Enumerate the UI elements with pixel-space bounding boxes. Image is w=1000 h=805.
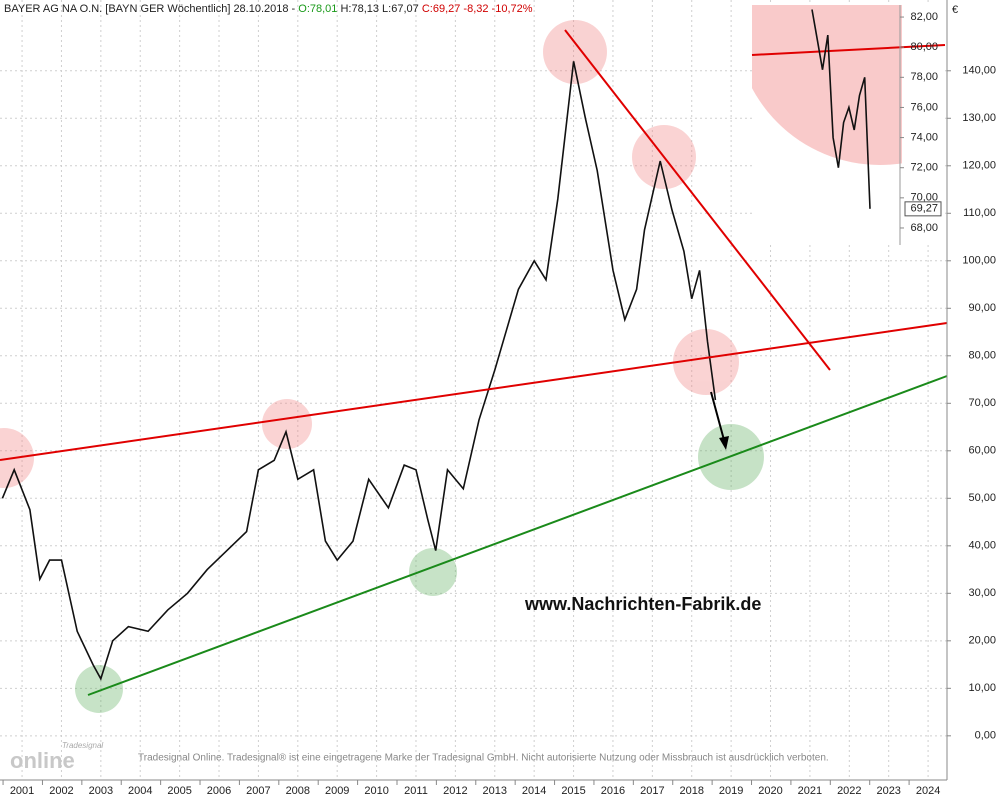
y-tick-label: 30,00: [968, 587, 996, 599]
y-tick-label: 40,00: [968, 540, 996, 552]
y-tick-label: 110,00: [963, 207, 996, 219]
trend-line: [564, 29, 831, 371]
title-part: H:78,13 L:67,07: [337, 3, 421, 15]
price-marker: [904, 201, 942, 217]
inset-y-tick-label: 80,00: [910, 41, 938, 53]
inset-circle: [752, 5, 902, 165]
main-plot: [1, 61, 717, 681]
x-tick-label: 2002: [49, 785, 73, 797]
circle: [409, 548, 457, 596]
x-tick-label: 2022: [837, 785, 861, 797]
inset-y-tick-label: 82,00: [910, 11, 938, 23]
circle: [543, 20, 607, 84]
x-tick-label: 2009: [325, 785, 349, 797]
x-tick-label: 2017: [640, 785, 664, 797]
x-tick-label: 2015: [561, 785, 585, 797]
x-tick-label: 2013: [483, 785, 507, 797]
x-tick-label: 2019: [719, 785, 743, 797]
y-tick-label: 10,00: [968, 682, 996, 694]
currency: €: [952, 4, 958, 16]
x-tick-label: 2010: [364, 785, 388, 797]
y-tick-label: 70,00: [968, 397, 996, 409]
arrow-head: [719, 436, 729, 450]
x-tick-label: 2012: [443, 785, 467, 797]
y-tick-label: 0,00: [975, 730, 996, 742]
inset-y-tick-label: 76,00: [910, 101, 938, 113]
y-tick-label: 100,00: [962, 255, 996, 267]
x-tick-label: 2007: [246, 785, 270, 797]
x-tick-label: 2016: [601, 785, 625, 797]
x-tick-label: 2024: [916, 785, 940, 797]
x-tick-label: 2004: [128, 785, 152, 797]
x-tick-label: 2014: [522, 785, 546, 797]
price-line: [1, 61, 717, 681]
x-tick-label: 2023: [876, 785, 900, 797]
trend-line: [751, 44, 946, 56]
axes: 0,00 10,00 20,00 30,00 40,00 50,00 60,00 70,00 8…: [2, 11, 996, 797]
y-tick-label: 20,00: [968, 635, 996, 647]
x-tick-label: 2005: [167, 785, 191, 797]
y-tick-label: 90,00: [968, 302, 996, 314]
x-tick-label: 2020: [758, 785, 782, 797]
trend-line: [87, 375, 948, 696]
y-tick-label: 120,00: [962, 160, 996, 172]
title-open: O:78,01: [298, 3, 337, 15]
circle: [75, 665, 123, 713]
x-tick-label: 2021: [798, 785, 822, 797]
inset-plot: [811, 9, 871, 209]
y-tick-label: 130,00: [962, 112, 996, 124]
watermark: www.Nachrichten-Fabrik.de: [524, 594, 761, 614]
y-tick-label: 140,00: [962, 65, 996, 77]
x-tick-label: 2008: [286, 785, 310, 797]
value-label: 69,27: [910, 203, 938, 215]
circle: [262, 399, 312, 449]
inset-y-tick-label: 78,00: [910, 71, 938, 83]
arrow: [710, 391, 725, 441]
price-line: [811, 9, 871, 209]
logo: online: [10, 748, 75, 773]
disclaimer: Tradesignal Online. Tradesignal® ist ein…: [138, 753, 829, 764]
y-tick-label: 60,00: [968, 445, 996, 457]
inset-y-tick-label: 68,00: [910, 222, 938, 234]
trend-line: [0, 322, 948, 461]
logo-brand: Tradesignal: [62, 741, 103, 750]
inset-y-tick-label: 74,00: [910, 131, 938, 143]
x-tick-label: 2006: [207, 785, 231, 797]
y-tick-label: 80,00: [968, 350, 996, 362]
x-tick-label: 2018: [679, 785, 703, 797]
grid: [0, 0, 947, 780]
x-tick-label: 2011: [404, 785, 428, 797]
x-tick-label: 2001: [10, 785, 34, 797]
chart-title: BAYER AG NA O.N. [BAYN GER Wöchentlich] …: [4, 3, 533, 15]
circle: [673, 329, 739, 395]
title-close: C:69,27 -8,32 -10,72%: [422, 3, 533, 15]
y-tick-label: 50,00: [968, 492, 996, 504]
inset-y-tick-label: 70,00: [910, 192, 938, 204]
inset-y-tick-label: 72,00: [910, 162, 938, 174]
x-tick-label: 2003: [89, 785, 113, 797]
title-part: BAYER AG NA O.N. [BAYN GER Wöchentlich] …: [4, 3, 298, 15]
